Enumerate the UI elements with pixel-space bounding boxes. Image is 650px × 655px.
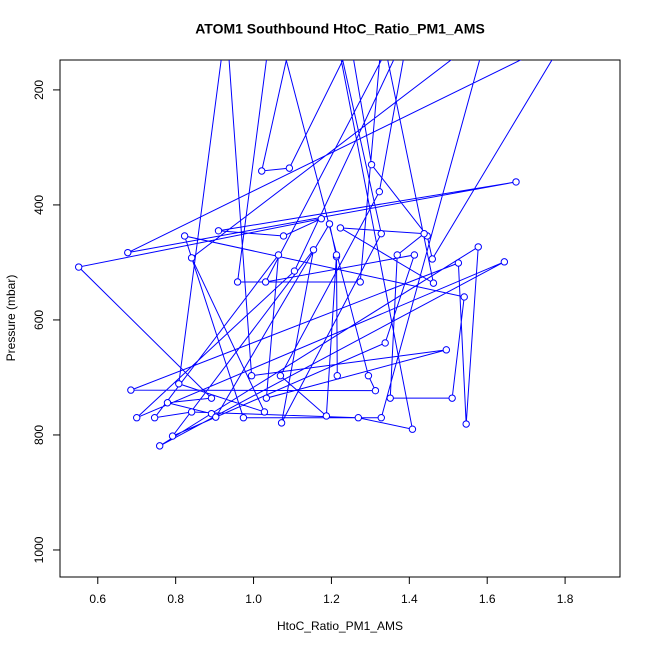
data-point (212, 413, 220, 421)
data-point (261, 278, 270, 286)
data-point (322, 412, 331, 420)
data-point (133, 414, 141, 422)
data-point (150, 414, 159, 422)
data-point (247, 372, 256, 380)
data-point (429, 279, 438, 287)
data-point (309, 246, 318, 254)
data-point (187, 408, 196, 416)
data-point (276, 372, 285, 380)
x-tick-label: 0.8 (167, 592, 184, 606)
data-point (386, 394, 394, 402)
data-point (500, 258, 509, 266)
x-tick-label: 1.8 (557, 592, 574, 606)
data-point (74, 263, 83, 271)
x-tick-label: 1.6 (479, 592, 496, 606)
plot-area (74, 60, 553, 450)
data-point (168, 432, 177, 440)
data-point (332, 251, 341, 259)
data-point (207, 394, 216, 402)
data-point (214, 227, 223, 235)
y-tick-label: 400 (32, 195, 46, 215)
data-point (317, 215, 326, 223)
data-point (279, 232, 288, 240)
data-point (127, 386, 135, 394)
data-point (442, 346, 451, 354)
data-point (448, 394, 456, 402)
y-tick-label: 1000 (32, 536, 46, 563)
data-point (512, 178, 520, 186)
data-point (375, 187, 384, 196)
data-point (356, 278, 364, 286)
data-point (428, 255, 436, 263)
x-tick-label: 1.2 (323, 592, 340, 606)
plot-frame (59, 59, 621, 578)
x-tick-label: 1.4 (401, 592, 418, 606)
data-point (155, 442, 164, 450)
data-point (371, 386, 380, 395)
data-point (454, 259, 463, 267)
data-point (410, 251, 419, 259)
chart-title: ATOM1 Southbound HtoC_Ratio_PM1_AMS (195, 21, 485, 37)
data-point (460, 293, 468, 301)
data-point (285, 164, 294, 172)
data-point (239, 414, 248, 422)
data-point (377, 414, 385, 422)
x-axis-label: HtoC_Ratio_PM1_AMS (277, 619, 403, 633)
data-point (187, 254, 196, 262)
data-point (462, 420, 470, 428)
data-point (408, 425, 417, 433)
data-point (258, 167, 266, 175)
data-point (333, 372, 341, 380)
y-tick-label: 800 (32, 425, 46, 445)
data-point (354, 414, 363, 422)
data-point (163, 399, 172, 407)
y-tick-label: 200 (32, 80, 46, 100)
y-tick-label: 600 (32, 310, 46, 330)
x-tick-label: 0.6 (89, 592, 106, 606)
data-point (474, 243, 482, 251)
data-point (381, 339, 389, 347)
data-point (274, 251, 283, 259)
data-point (393, 251, 401, 259)
data-point (420, 229, 428, 238)
data-point (277, 419, 286, 427)
data-point (336, 224, 345, 232)
data-point (367, 160, 376, 169)
data-point (377, 229, 385, 238)
y-axis-label: Pressure (mbar) (4, 275, 18, 362)
data-point (325, 220, 334, 228)
x-tick-label: 1.0 (245, 592, 262, 606)
data-point (233, 278, 242, 286)
data-point (364, 372, 373, 380)
data-line (77, 60, 553, 447)
data-point (124, 248, 132, 257)
data-point (260, 408, 269, 416)
data-point (180, 232, 189, 240)
data-point (262, 394, 271, 402)
data-point (175, 380, 183, 388)
data-point (290, 267, 299, 275)
